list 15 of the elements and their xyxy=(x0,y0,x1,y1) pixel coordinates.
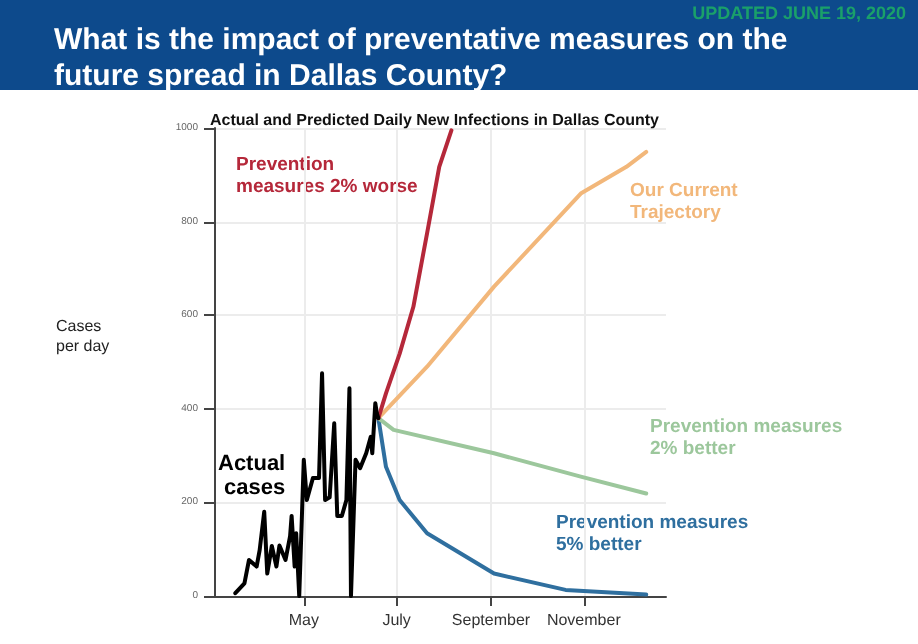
series-label: Prevention measures 5% better xyxy=(556,512,754,556)
line-series xyxy=(376,416,649,496)
series-label: Prevention measures 2% worse xyxy=(236,154,418,198)
series-label: Prevention measures 2% better xyxy=(650,416,848,460)
x-tick-label: July xyxy=(382,611,411,629)
chart-title: What is the impact of preventative measures on the future spread in Dallas County? xyxy=(54,23,796,93)
chart-subtitle: Actual and Predicted Daily New Infections in Dallas County xyxy=(210,111,661,129)
y-axis-title: Cases per day xyxy=(56,317,110,355)
line-series xyxy=(376,416,649,597)
text: UPDATED JUNE 19, 2020 xyxy=(692,3,906,23)
series-label: Our Current Trajectory xyxy=(630,180,743,224)
x-tick-label: May xyxy=(288,611,319,629)
x-tick-label: September xyxy=(451,611,531,629)
x-tick-label: November xyxy=(546,611,622,629)
series-label: Actual cases xyxy=(218,452,286,500)
